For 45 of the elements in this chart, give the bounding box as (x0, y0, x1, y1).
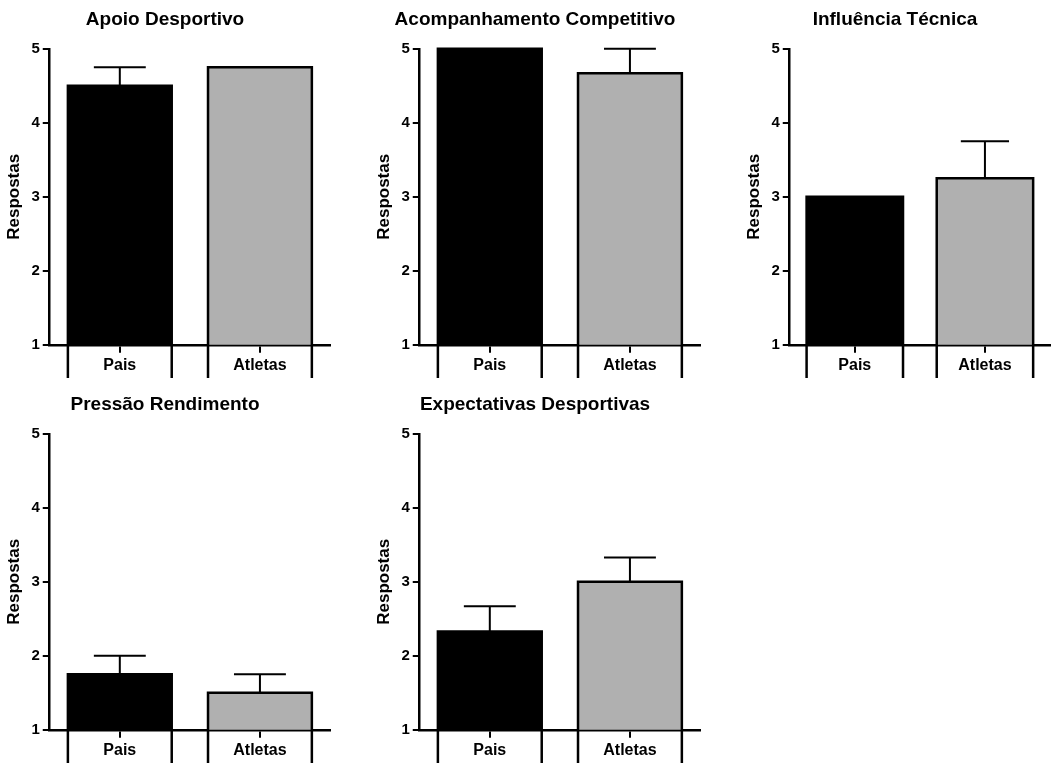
y-tick-label: 2 (31, 260, 40, 278)
y-axis-title: Respostas (373, 153, 393, 240)
y-tick-label: 2 (401, 260, 410, 278)
y-tick-label: 2 (401, 645, 410, 663)
y-tick-label: 3 (771, 186, 780, 204)
x-tick-label: Atletas (603, 355, 657, 373)
chart-title: Acompanhamento Competitivo (394, 7, 676, 29)
y-tick-label: 3 (401, 571, 410, 589)
y-tick-label: 1 (401, 719, 410, 737)
y-tick-label: 3 (31, 571, 40, 589)
x-tick-label: Atletas (233, 740, 287, 758)
y-tick-label: 1 (401, 334, 410, 352)
chart-title: Expectativas Desportivas (419, 392, 651, 414)
y-tick-label: 2 (771, 260, 780, 278)
y-tick-label: 5 (401, 423, 410, 441)
y-tick-label: 5 (31, 38, 40, 56)
chart-title: Apoio Desportivo (85, 7, 245, 29)
y-tick-label: 2 (31, 645, 40, 663)
chart-title: Pressão Rendimento (70, 392, 260, 414)
x-tick-label: Atletas (233, 355, 287, 373)
chart-title: Influência Técnica (812, 7, 978, 29)
x-tick-label: Pais (473, 355, 507, 373)
y-tick-label: 5 (401, 38, 410, 56)
y-tick-label: 1 (31, 334, 40, 352)
x-tick-label: Pais (473, 740, 507, 758)
x-tick-label: Pais (103, 355, 137, 373)
y-axis-title: Respostas (743, 153, 763, 240)
x-tick-label: Pais (103, 740, 137, 758)
y-axis-title: Respostas (3, 538, 23, 625)
x-tick-label: Pais (838, 355, 872, 373)
y-tick-label: 4 (401, 112, 411, 130)
y-tick-label: 3 (31, 186, 40, 204)
x-tick-label: Atletas (603, 740, 657, 758)
y-tick-label: 3 (401, 186, 410, 204)
x-tick-label: Atletas (958, 355, 1012, 373)
y-axis-title: Respostas (3, 153, 23, 240)
y-tick-label: 5 (771, 38, 780, 56)
y-axis-title: Respostas (373, 538, 393, 625)
y-tick-label: 5 (31, 423, 40, 441)
y-tick-label: 4 (401, 497, 411, 515)
y-tick-label: 4 (31, 497, 41, 515)
y-tick-label: 1 (771, 334, 780, 352)
y-tick-label: 1 (31, 719, 40, 737)
y-tick-label: 4 (771, 112, 781, 130)
y-tick-label: 4 (31, 112, 41, 130)
